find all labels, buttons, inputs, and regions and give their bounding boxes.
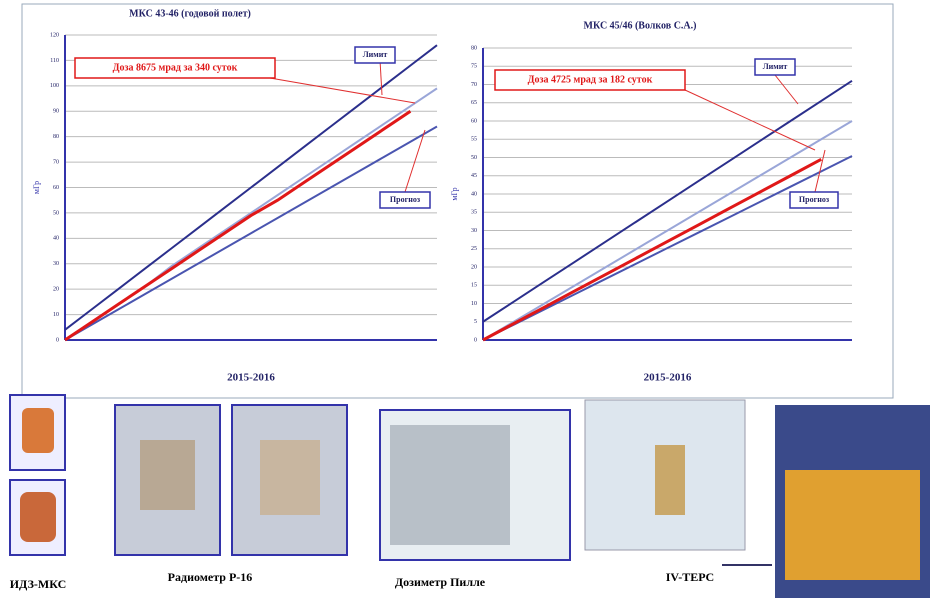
caption: Радиометр Р-16: [168, 570, 253, 584]
y-tick-label: 75: [471, 64, 477, 70]
y-tick-label: 15: [471, 283, 477, 289]
y-tick-label: 40: [471, 191, 477, 197]
annotation: Лимит: [763, 62, 788, 71]
device: [655, 445, 685, 515]
annotation: Лимит: [363, 50, 388, 59]
y-tick-label: 60: [53, 185, 59, 191]
y-tick-label: 55: [471, 137, 477, 143]
x-axis-label: 2015-2016: [644, 372, 692, 384]
chart-title: МКС 43-46 (годовой полет): [129, 8, 251, 19]
y-tick-label: 0: [474, 337, 477, 343]
x-axis-label: 2015-2016: [227, 372, 275, 384]
y-tick-label: 65: [471, 100, 477, 106]
y-tick-label: 120: [50, 32, 59, 38]
y-tick-label: 50: [53, 210, 59, 216]
device: [785, 470, 920, 580]
y-tick-label: 0: [56, 337, 59, 343]
y-tick-label: 35: [471, 210, 477, 216]
y-axis-label: мГр: [450, 187, 459, 200]
y-axis-label: мГр: [32, 181, 41, 194]
y-tick-label: 60: [471, 118, 477, 124]
y-tick-label: 20: [53, 287, 59, 293]
y-tick-label: 80: [471, 45, 477, 51]
y-tick-label: 80: [53, 134, 59, 140]
y-tick-label: 40: [53, 236, 59, 242]
y-tick-label: 30: [53, 261, 59, 267]
y-tick-label: 70: [471, 82, 477, 88]
caption: IV-TEPC: [666, 570, 714, 584]
annotation: Доза 8675 мрад за 340 суток: [113, 62, 238, 73]
y-tick-label: 25: [471, 246, 477, 252]
y-tick-label: 50: [471, 155, 477, 161]
y-tick-label: 45: [471, 173, 477, 179]
y-tick-label: 70: [53, 159, 59, 165]
y-tick-label: 5: [474, 319, 477, 325]
y-tick-label: 100: [50, 83, 59, 89]
annotation: Доза 4725 мрад за 182 суток: [528, 74, 653, 85]
y-tick-label: 110: [50, 58, 59, 64]
annotation: Прогноз: [799, 195, 830, 204]
y-tick-label: 10: [471, 301, 477, 307]
y-tick-label: 10: [53, 312, 59, 318]
photos: ИДЗ-МКС Радиометр Р-16 Дозиметр Пилле IV…: [10, 395, 930, 598]
caption: ИДЗ-МКС: [10, 577, 67, 591]
page: ИДЗ-МКС Радиометр Р-16 Дозиметр Пилле IV…: [0, 0, 930, 598]
y-tick-label: 30: [471, 228, 477, 234]
annotation: Прогноз: [390, 195, 421, 204]
caption: Дозиметр Пилле: [395, 575, 486, 589]
chart-title: МКС 45/46 (Волков С.А.): [584, 20, 697, 31]
y-tick-label: 90: [53, 109, 59, 115]
device: [22, 408, 54, 453]
device: [260, 440, 320, 515]
y-tick-label: 20: [471, 264, 477, 270]
device: [390, 425, 510, 545]
device: [20, 492, 56, 542]
figure: ИДЗ-МКС Радиометр Р-16 Дозиметр Пилле IV…: [0, 0, 930, 598]
device: [140, 440, 195, 510]
